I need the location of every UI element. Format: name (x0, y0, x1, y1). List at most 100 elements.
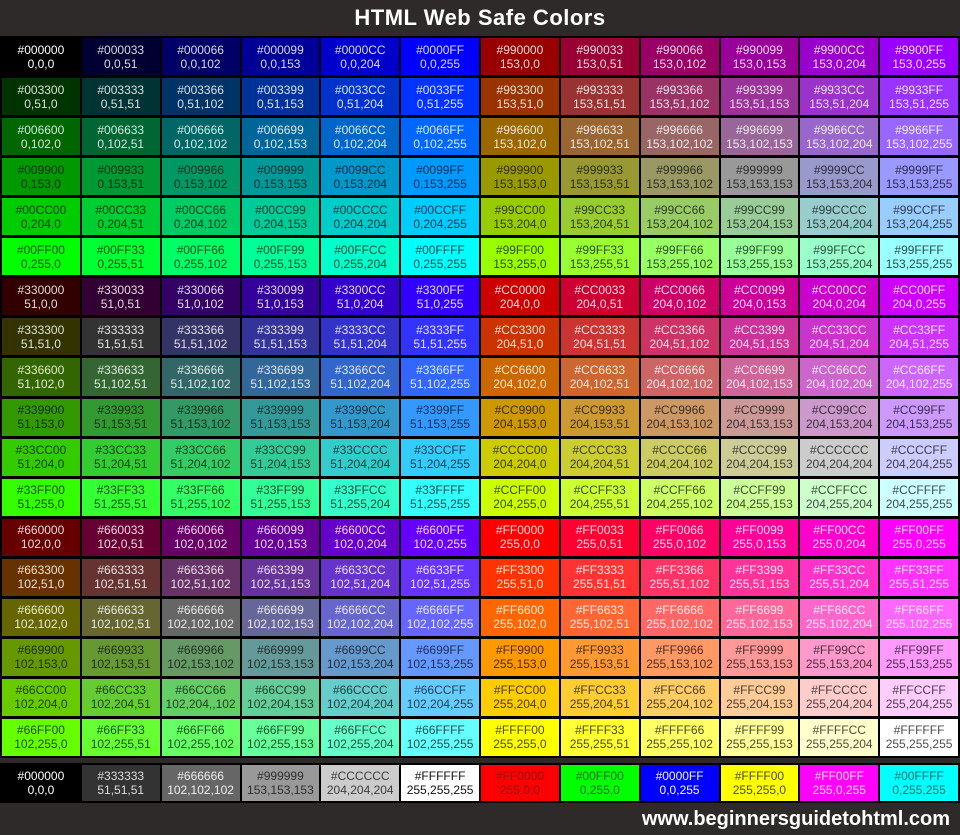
rgb-values: 51,204,153 (250, 457, 311, 472)
rgb-values: 51,255,255 (410, 497, 471, 512)
hex-code: #33CC00 (15, 443, 67, 458)
hex-code: #FFFF00 (495, 723, 545, 738)
color-swatch-cc66cc: #CC66CC 204,102,204 (800, 358, 879, 396)
rgb-values: 153,204,204 (805, 216, 873, 231)
rgb-values: 51,51,51 (97, 783, 145, 797)
color-swatch-999900: #999900 153,153,0 (481, 158, 559, 196)
rgb-values: 153,204,255 (885, 216, 953, 231)
color-swatch-9900cc: #9900CC 153,0,204 (800, 38, 879, 76)
hex-code: #993366 (656, 82, 703, 97)
hex-code: #FF00FF (814, 769, 864, 783)
hex-code: #00CC99 (255, 202, 306, 217)
rgb-values: 0,0,0 (27, 783, 55, 797)
color-swatch-cc00ff: #CC00FF 204,0,255 (880, 278, 958, 316)
hex-code: #CCFF66 (653, 483, 706, 498)
color-swatch-99cc33: #99CC33 153,204,51 (560, 198, 639, 236)
hex-code: #66CC00 (15, 683, 67, 698)
hex-code: #FFFF99 (734, 723, 785, 738)
color-swatch-33cccc: #33CCCC 51,204,204 (321, 438, 400, 476)
hex-code: #CCFF99 (733, 483, 786, 498)
hex-code: #CC9933 (574, 403, 626, 418)
rgb-values: 153,255,0 (493, 256, 547, 271)
color-swatch-ff0099: #FF0099 255,0,153 (720, 518, 799, 556)
color-swatch-ff0000: #FF0000 255,0,0 (481, 765, 559, 801)
rgb-values: 153,153,51 (569, 176, 630, 191)
rgb-values: 255,255,0 (493, 737, 547, 752)
rgb-values: 0,255,0 (20, 256, 61, 271)
hex-code: #996600 (496, 122, 544, 137)
hex-code: #CC6600 (494, 362, 546, 377)
hex-code: #33FFCC (334, 483, 387, 498)
rgb-values: 0,255,0 (579, 783, 620, 797)
rgb-values: 0,255,51 (97, 256, 145, 271)
color-swatch-cc0066: #CC0066 204,0,102 (640, 278, 719, 316)
hex-code: #666633 (97, 603, 145, 618)
color-swatch-ff9999: #FF9999 255,153,153 (720, 638, 799, 676)
rgb-values: 153,255,204 (805, 256, 873, 271)
rgb-values: 102,51,204 (330, 577, 391, 592)
rgb-values: 102,255,102 (167, 737, 234, 752)
color-swatch-ccff99: #CCFF99 204,255,153 (720, 478, 799, 516)
hex-code: #006633 (97, 122, 145, 137)
rgb-values: 153,204,102 (646, 216, 713, 231)
hex-code: #FF33CC (813, 563, 866, 578)
hex-code: #CC99CC (811, 403, 867, 418)
hex-code: #CC0066 (654, 282, 705, 297)
hex-code: #99FFFF (894, 242, 944, 257)
rgb-values: 204,153,255 (885, 417, 953, 432)
hex-code: #000066 (177, 42, 224, 57)
color-swatch-ccff66: #CCFF66 204,255,102 (640, 478, 719, 516)
rgb-values: 153,153,153 (726, 176, 793, 191)
color-swatch-0033ff: #0033FF 0,51,255 (401, 78, 479, 116)
hex-code: #FF6600 (495, 603, 544, 618)
rgb-values: 0,102,153 (253, 136, 308, 151)
rgb-values: 102,153,153 (247, 657, 314, 672)
rgb-values: 51,51,0 (20, 336, 61, 351)
hex-code: #333333 (97, 769, 145, 783)
rgb-values: 153,255,255 (885, 256, 953, 271)
hex-code: #000000 (17, 769, 65, 783)
rgb-values: 51,51,255 (413, 336, 467, 351)
rgb-values: 51,51,204 (333, 336, 387, 351)
hex-code: #00CC00 (15, 202, 67, 217)
hex-code: #660033 (97, 523, 145, 538)
rgb-values: 102,0,51 (97, 537, 145, 552)
hex-code: #669900 (17, 643, 65, 658)
hex-code: #CCCCFF (891, 443, 948, 458)
rgb-values: 153,153,102 (646, 176, 713, 191)
color-swatch-0066ff: #0066FF 0,102,255 (401, 118, 479, 156)
color-swatch-990099: #990099 153,0,153 (720, 38, 799, 76)
rgb-values: 51,153,0 (17, 417, 65, 432)
color-swatch-cc9933: #CC9933 204,153,51 (560, 398, 639, 436)
color-swatch-33cc33: #33CC33 51,204,51 (81, 438, 160, 476)
rgb-values: 153,102,51 (569, 136, 630, 151)
hex-code: #003399 (257, 82, 304, 97)
rgb-values: 153,102,153 (726, 136, 793, 151)
rgb-values: 204,153,51 (569, 417, 630, 432)
rgb-values: 255,0,204 (812, 537, 866, 552)
rgb-values: 204,255,0 (493, 497, 547, 512)
color-swatch-ffff00: #FFFF00 255,255,0 (481, 718, 559, 756)
hex-code: #99FF99 (735, 242, 784, 257)
rgb-values: 51,0,153 (257, 296, 304, 311)
rgb-values: 204,0,255 (892, 296, 946, 311)
hex-code: #990000 (496, 42, 544, 57)
rgb-values: 51,153,51 (94, 417, 148, 432)
hex-code: #FFCC33 (573, 683, 626, 698)
rgb-values: 102,153,0 (14, 657, 68, 672)
color-swatch-006633: #006633 0,102,51 (81, 118, 160, 156)
rgb-values: 204,102,51 (569, 376, 630, 391)
rgb-values: 255,255,255 (406, 783, 474, 797)
hex-code: #9966FF (895, 122, 944, 137)
color-swatch-0066cc: #0066CC 0,102,204 (321, 118, 400, 156)
color-swatch-330033: #330033 51,0,51 (81, 278, 160, 316)
hex-code: #3366CC (334, 362, 386, 377)
color-swatch-3366ff: #3366FF 51,102,255 (401, 358, 479, 396)
rgb-values: 102,204,0 (14, 697, 68, 712)
rgb-values: 51,255,0 (17, 497, 65, 512)
rgb-values: 255,102,51 (569, 617, 630, 632)
color-swatch-0000ff: #0000FF 0,0,255 (640, 765, 719, 801)
hex-code: #0066CC (334, 122, 386, 137)
color-swatch-663333: #663333 102,51,51 (81, 558, 160, 596)
color-swatch-660000: #660000 102,0,0 (2, 518, 80, 556)
